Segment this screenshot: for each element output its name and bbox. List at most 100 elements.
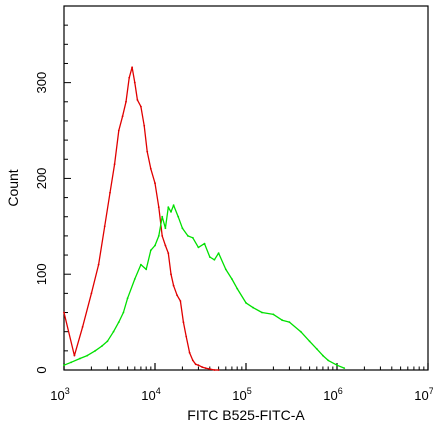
series-0-point <box>146 150 149 153</box>
series-0-point <box>188 351 191 354</box>
series-layer <box>63 66 346 371</box>
series-0-point <box>131 66 134 69</box>
series-1-point <box>86 354 89 357</box>
plot-frame <box>63 5 429 371</box>
series-0-point <box>204 367 207 369</box>
series-0-point <box>149 167 152 170</box>
series-0-point <box>125 100 127 103</box>
series-0-point <box>133 81 136 84</box>
y-axis-title: Count <box>5 169 21 206</box>
series-1-point <box>327 359 330 362</box>
series-1-point <box>145 268 148 271</box>
y-tick-label: 100 <box>34 263 49 285</box>
series-0-point <box>182 321 185 323</box>
series-1-point <box>213 258 216 261</box>
series-0-point <box>97 263 100 266</box>
series-0-point <box>121 115 124 118</box>
series-0-point <box>136 99 139 101</box>
series-0-point <box>197 364 200 367</box>
series-1-point <box>197 246 200 249</box>
series-0-point <box>201 366 204 368</box>
series-0-point <box>191 359 194 362</box>
series-1-point <box>252 306 255 309</box>
series-1-point <box>154 244 156 247</box>
series-0-point <box>90 292 93 295</box>
x-axis-title: FITC B525-FITC-A <box>187 407 305 423</box>
series-0-point <box>170 273 172 276</box>
series-1-line <box>63 204 345 369</box>
series-0-point <box>128 76 131 79</box>
series-0-point <box>213 369 216 371</box>
series-1-point <box>272 313 275 316</box>
series-1-point <box>315 348 318 350</box>
series-0-line <box>63 66 219 371</box>
series-0-point <box>167 252 170 255</box>
series-1-point <box>177 215 180 218</box>
x-tick-label: 105 <box>232 386 251 403</box>
y-axis-ticks: 0 100 200 300 <box>34 5 71 374</box>
series-0-point <box>157 206 160 209</box>
series-1-point <box>299 330 302 333</box>
series-1-point <box>231 278 233 280</box>
series-1-point <box>336 364 338 367</box>
series-1-point <box>172 204 175 207</box>
series-0-point <box>176 294 179 297</box>
series-0-point <box>143 124 146 127</box>
series-1-point <box>140 263 142 266</box>
series-1-point <box>122 311 125 314</box>
y-tick-label: 0 <box>34 366 49 373</box>
series-1-point <box>343 367 346 369</box>
series-1-point <box>112 330 115 333</box>
y-tick-label: 200 <box>34 168 49 190</box>
series-1-point <box>236 287 239 290</box>
series-1-point <box>217 252 220 255</box>
series-1-point <box>149 249 152 252</box>
series-1-point <box>322 354 324 357</box>
series-1-point <box>261 311 263 314</box>
series-0-point <box>154 182 156 185</box>
series-1-point <box>191 236 194 239</box>
series-1-point <box>181 227 184 230</box>
series-1-point <box>70 361 73 364</box>
series-1-point <box>164 227 167 230</box>
series-1-point <box>170 211 172 213</box>
series-1-point <box>281 319 284 322</box>
series-0-point <box>73 354 76 357</box>
series-0-point <box>164 244 167 247</box>
series-1-point <box>208 256 211 258</box>
series-0-point <box>140 105 142 108</box>
series-1-point <box>203 242 206 245</box>
series-0-point <box>117 129 120 132</box>
series-1-point <box>308 340 311 343</box>
series-0-point <box>172 284 175 287</box>
series-0-point <box>63 311 65 314</box>
series-1-point <box>161 215 164 218</box>
x-tick-label: 106 <box>323 386 342 403</box>
y-tick-label: 300 <box>34 72 49 94</box>
series-1-point <box>117 321 120 323</box>
series-1-point <box>79 357 81 360</box>
series-1-point <box>133 278 136 280</box>
series-1-point <box>63 364 65 367</box>
series-0-point <box>81 326 84 328</box>
x-axis-ticks: 103 104 105 106 107 <box>50 363 433 403</box>
series-1-point <box>224 268 227 271</box>
series-0-point <box>161 235 164 237</box>
series-0-point <box>194 363 197 366</box>
series-0-point <box>103 225 106 228</box>
series-0-point <box>208 368 211 370</box>
series-0-point <box>109 191 111 194</box>
series-1-point <box>245 302 247 304</box>
series-1-point <box>167 206 170 209</box>
x-tick-label: 104 <box>141 386 160 403</box>
series-0-point <box>217 369 220 371</box>
series-0-point <box>185 335 188 338</box>
series-0-point <box>113 163 116 166</box>
series-1-point <box>100 345 103 347</box>
series-1-point <box>94 349 97 352</box>
x-tick-label: 103 <box>50 386 69 403</box>
x-tick-label: 107 <box>414 386 433 403</box>
series-1-point <box>126 297 129 300</box>
series-0-point <box>179 300 182 302</box>
